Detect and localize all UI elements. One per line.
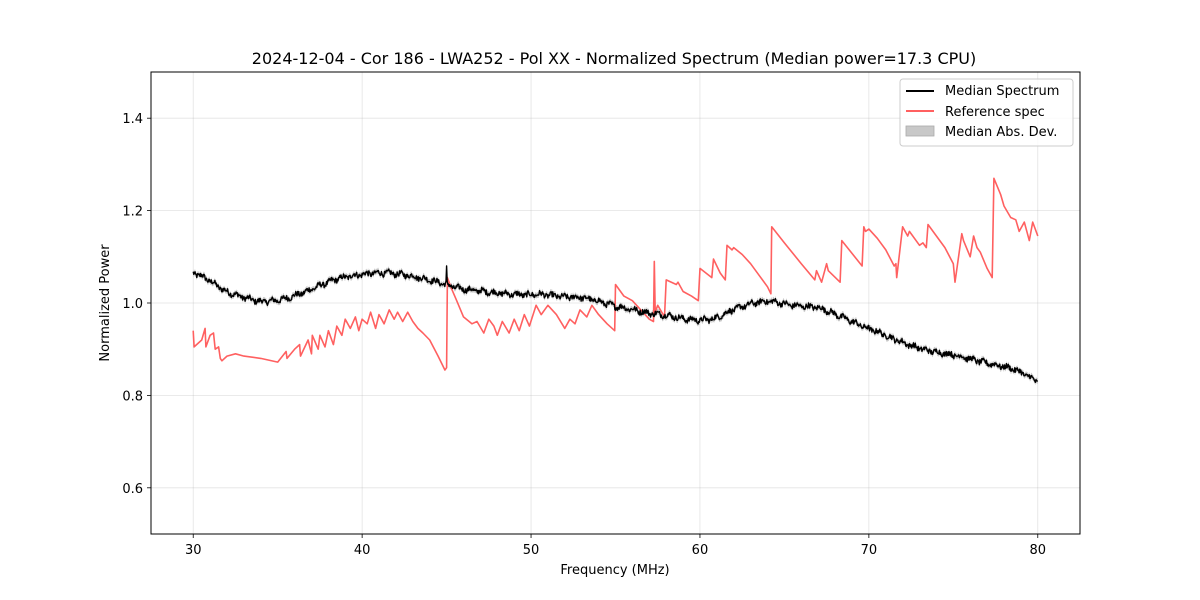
legend-box [899, 78, 1074, 147]
y-tick-label: 1.2 [122, 205, 143, 220]
legend-label-reference: Reference spec [945, 105, 1045, 120]
y-axis-title: Normalized Power [98, 244, 113, 362]
x-tick-label: 30 [185, 543, 202, 558]
legend-swatch-mad [905, 125, 935, 137]
legend: Median Spectrum Reference spec Median Ab… [899, 78, 1074, 147]
x-tick-label: 80 [1029, 543, 1046, 558]
legend-label-median: Median Spectrum [945, 84, 1059, 99]
x-tick-label: 60 [692, 543, 709, 558]
reference-spec-line [192, 177, 1039, 371]
y-tick-label: 0.6 [122, 482, 143, 497]
x-axis-title: Frequency (MHz) [560, 563, 669, 578]
x-tick-label: 40 [354, 543, 371, 558]
y-tick-label: 1.4 [122, 112, 143, 127]
plot-area [192, 177, 1039, 385]
x-tick-label: 70 [861, 543, 878, 558]
median-abs-dev-band [193, 263, 1038, 385]
x-tick-label: 50 [523, 543, 540, 558]
chart-title: 2024-12-04 - Cor 186 - LWA252 - Pol XX -… [252, 49, 976, 68]
legend-label-mad: Median Abs. Dev. [945, 125, 1057, 140]
y-tick-label: 1.0 [122, 297, 143, 312]
y-axis: 0.6 0.8 1.0 1.2 1.4 [122, 112, 151, 497]
y-tick-label: 0.8 [122, 389, 143, 404]
median-spectrum-line [192, 265, 1038, 383]
x-axis: 30 40 50 60 70 80 [185, 534, 1046, 558]
